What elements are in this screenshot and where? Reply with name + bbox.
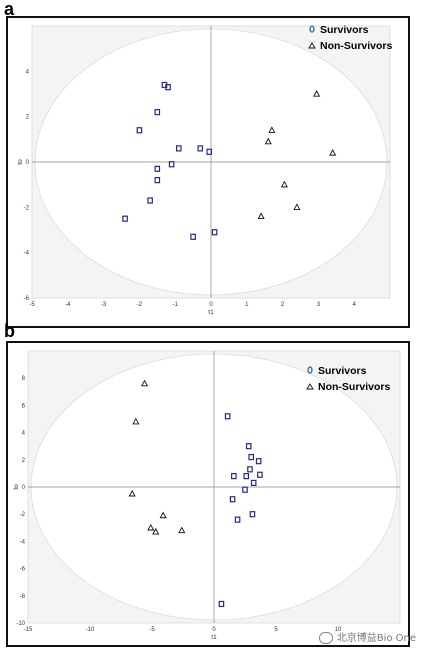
- y-tick-label: -4: [24, 251, 30, 257]
- y-axis-label: to: [13, 484, 20, 490]
- legend-non-survivors-label: Non-Survivors: [320, 40, 393, 52]
- y-tick-label: 4: [22, 431, 26, 437]
- legend-survivors-marker: [307, 366, 313, 374]
- survivor-point: [168, 161, 175, 168]
- survivor-point: [136, 127, 143, 134]
- x-tick-label: 4: [353, 302, 357, 308]
- non-survivor-point: [159, 511, 167, 519]
- non-survivor-point: [132, 417, 140, 425]
- y-tick-label: 2: [22, 458, 26, 464]
- legend-survivors-marker: [309, 25, 315, 33]
- x-tick-label: -15: [24, 627, 33, 633]
- x-tick-label: -5: [149, 627, 155, 633]
- survivor-point: [257, 471, 263, 478]
- x-tick-label: -4: [65, 302, 71, 308]
- survivor-point: [250, 479, 257, 487]
- y-tick-label: 2: [26, 115, 30, 121]
- y-tick-label: -8: [20, 594, 26, 600]
- survivor-point: [154, 177, 161, 184]
- survivor-point: [229, 496, 236, 503]
- panel-a-label: a: [4, 0, 15, 19]
- y-tick-label: -10: [16, 621, 25, 627]
- y-tick-label: -4: [20, 539, 26, 545]
- non-survivor-point: [293, 203, 301, 210]
- watermark-text: 北京博益Bio One: [336, 633, 416, 644]
- panel-b-label: b: [4, 321, 15, 341]
- survivor-point: [154, 109, 161, 116]
- survivor-point: [218, 600, 225, 608]
- survivor-point: [224, 413, 231, 420]
- non-survivor-point: [178, 526, 186, 534]
- y-tick-label: -2: [20, 512, 26, 518]
- x-tick-label: 2: [281, 302, 285, 308]
- non-survivor-point: [141, 379, 149, 387]
- y-tick-label: 6: [22, 403, 26, 409]
- y-tick-label: 4: [26, 69, 30, 75]
- non-survivor-point: [147, 523, 155, 531]
- survivor-point: [122, 215, 128, 222]
- y-tick-label: 0: [26, 160, 30, 166]
- legend-non-survivors-label: Non-Survivors: [318, 381, 391, 393]
- survivor-point: [206, 148, 213, 155]
- y-tick-label: 0: [22, 485, 26, 491]
- survivor-point: [190, 233, 196, 240]
- y-axis-label: to: [17, 159, 24, 165]
- x-tick-label: -3: [101, 302, 107, 308]
- survivor-point: [147, 197, 153, 204]
- panel-a-frame: -5 -4 -3 -2 -1 0 1 2 3 4 -6 -4 -2 0 2 4 t1 to Survivors No…: [6, 16, 410, 328]
- legend-survivors-label: Survivors: [318, 365, 367, 377]
- non-survivor-point: [152, 527, 160, 535]
- survivor-point: [175, 145, 182, 152]
- survivor-point: [249, 511, 256, 518]
- x-tick-label: 10: [335, 627, 342, 633]
- survivor-point: [243, 473, 250, 480]
- survivor-point: [245, 443, 252, 450]
- watermark: 北京博益Bio One: [318, 629, 416, 644]
- y-tick-label: -2: [24, 205, 30, 211]
- x-tick-label: -10: [86, 627, 95, 633]
- legend-non-survivors-marker: [306, 383, 314, 390]
- x-axis-label: t1: [208, 309, 214, 316]
- survivor-point: [211, 229, 218, 236]
- x-tick-label: -2: [137, 302, 143, 308]
- scatter-plot-a: -5 -4 -3 -2 -1 0 1 2 3 4 -6 -4 -2 0 2 4 t1 to Survivors No…: [17, 24, 393, 316]
- survivor-point: [242, 486, 248, 493]
- survivor-point: [154, 165, 161, 172]
- x-tick-label: 0: [212, 627, 216, 633]
- x-tick-label: -1: [173, 302, 179, 308]
- wechat-icon: [318, 632, 333, 644]
- panel-b-frame: -15 -10 -5 0 5 10 -10 -8 -6 -4 -2 0 2 4 6 8 t1 to Survivo…: [6, 341, 410, 647]
- non-survivor-point: [329, 148, 337, 156]
- survivor-point: [255, 458, 262, 465]
- survivor-point: [231, 473, 237, 480]
- survivor-point: [247, 466, 253, 473]
- x-tick-label: -5: [29, 302, 35, 308]
- survivor-point: [248, 453, 255, 461]
- survivor-point: [197, 145, 204, 152]
- y-tick-label: -6: [24, 296, 30, 302]
- non-survivor-point: [313, 90, 321, 97]
- non-survivor-point: [268, 126, 276, 133]
- x-tick-label: 5: [274, 627, 278, 633]
- legend-survivors-label: Survivors: [320, 24, 369, 36]
- x-tick-label: 1: [245, 302, 249, 308]
- survivor-point: [234, 516, 241, 523]
- non-survivor-point: [257, 212, 265, 220]
- survivor-point: [165, 84, 171, 91]
- y-tick-label: 8: [22, 376, 26, 382]
- x-tick-label: 0: [209, 302, 213, 308]
- non-survivor-point: [280, 180, 288, 188]
- non-survivor-point: [264, 137, 272, 145]
- x-tick-label: 3: [317, 302, 321, 308]
- y-tick-label: -6: [20, 567, 26, 573]
- x-axis-label: t1: [211, 634, 217, 641]
- non-survivor-point: [128, 489, 136, 497]
- legend-non-survivors-marker: [308, 42, 316, 49]
